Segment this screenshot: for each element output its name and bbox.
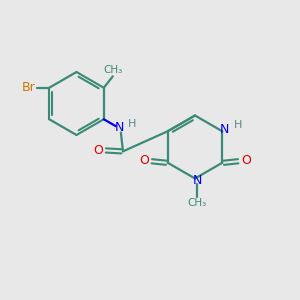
Text: O: O — [241, 154, 251, 167]
Text: O: O — [139, 154, 149, 167]
Text: CH₃: CH₃ — [188, 198, 207, 208]
Text: O: O — [93, 144, 103, 157]
Text: Br: Br — [21, 81, 35, 94]
Text: N: N — [193, 173, 202, 187]
Text: N: N — [115, 121, 124, 134]
Text: CH₃: CH₃ — [104, 65, 123, 75]
Text: N: N — [220, 123, 230, 136]
Text: H: H — [234, 120, 242, 130]
Text: H: H — [128, 119, 136, 129]
